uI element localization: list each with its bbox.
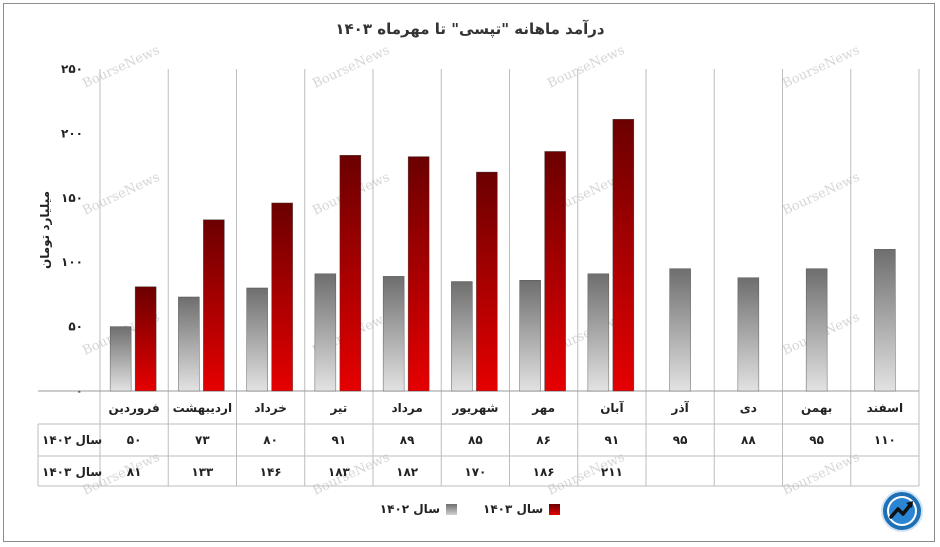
legend: سال ۱۴۰۳ سال ۱۴۰۲	[0, 502, 940, 516]
category-label: اسفند	[867, 401, 903, 415]
table-cell: ۸۸	[741, 433, 756, 447]
legend-label-1403: سال ۱۴۰۳	[483, 502, 544, 516]
legend-item-1403: سال ۱۴۰۳	[483, 502, 561, 516]
bar-1403	[407, 156, 430, 392]
bar-1402	[669, 268, 691, 392]
chart-title: درآمد ماهانه "تپسی" تا مهرماه ۱۴۰۳	[335, 20, 605, 38]
bar-1402	[587, 273, 610, 392]
legend-swatch-1402	[446, 503, 457, 515]
table-cell: ۱۸۲	[396, 465, 419, 479]
table-cell: ۷۳	[195, 433, 210, 447]
table-cell: ۵۰	[127, 433, 142, 447]
table-cell: ۱۴۶	[260, 465, 282, 479]
bar-1403	[544, 151, 566, 392]
category-label: مهر	[531, 401, 555, 415]
table-cell: ۱۳۳	[191, 465, 214, 479]
table-cell: ۹۵	[673, 433, 688, 447]
category-label: تیر	[329, 401, 347, 415]
table-cell: ۸۶	[536, 433, 551, 447]
bar-1402	[382, 276, 405, 392]
table-cell: ۸۱	[127, 465, 142, 479]
bar-1402	[109, 326, 132, 392]
bar-1402	[178, 296, 200, 392]
bar-1403	[612, 119, 635, 392]
bar-1403	[203, 219, 225, 392]
y-tick-label: ۲۵۰	[61, 62, 83, 76]
bar-1402	[737, 277, 760, 392]
watermark-text: BourseNews	[80, 43, 162, 92]
table-cell: ۸۵	[468, 433, 483, 447]
category-label: بهمن	[801, 401, 832, 415]
category-label: خرداد	[254, 401, 287, 415]
bar-1402	[451, 281, 473, 392]
table-cell: ۲۱۱	[601, 465, 623, 479]
trend-arrow-icon	[881, 490, 923, 532]
category-label: دی	[740, 401, 757, 415]
bar-1403	[271, 202, 293, 392]
watermark-text: BourseNews	[310, 450, 392, 499]
y-tick-label: ۱۵۰	[61, 191, 83, 205]
bar-1402	[314, 273, 337, 392]
watermark-text: BourseNews	[80, 170, 162, 219]
bar-1402	[805, 268, 828, 392]
table-cell: ۹۱	[605, 433, 620, 447]
table-cell: ۱۸۳	[328, 465, 351, 479]
y-tick-label: ۵۰	[68, 320, 83, 334]
watermark-text: BourseNews	[310, 43, 392, 92]
category-label: آبان	[600, 400, 624, 415]
watermark-text: BourseNews	[780, 450, 862, 499]
table-cell: ۸۰	[263, 433, 278, 447]
category-label: اردیبهشت	[173, 401, 232, 415]
bar-1403	[476, 171, 498, 392]
legend-item-1402: سال ۱۴۰۲	[380, 502, 457, 516]
bar-1402	[246, 287, 268, 392]
bar-1403	[339, 155, 362, 392]
table-cell: ۱۷۰	[464, 465, 486, 479]
watermark-text: BourseNews	[780, 170, 862, 219]
row-header: سال ۱۴۰۳	[42, 465, 102, 479]
category-label: مرداد	[391, 401, 422, 415]
category-label: شهریور	[451, 401, 498, 416]
table-cell: ۸۹	[400, 433, 415, 447]
category-label: فروردین	[109, 401, 160, 416]
table-cell: ۱۱۰	[874, 433, 896, 447]
y-tick-label: ۲۰۰	[61, 126, 83, 140]
chart-frame	[3, 3, 935, 542]
table-cell: ۱۸۶	[533, 465, 555, 479]
row-header: سال ۱۴۰۲	[42, 433, 102, 447]
watermark-text: BourseNews	[545, 43, 627, 92]
legend-swatch-1403	[549, 503, 561, 515]
category-label: آذر	[671, 400, 690, 415]
bar-1403	[134, 286, 157, 392]
bar-1402	[874, 249, 896, 392]
legend-label-1402: سال ۱۴۰۲	[379, 502, 440, 516]
bar-1402	[519, 280, 541, 392]
watermark-text: BourseNews	[780, 43, 862, 92]
table-cell: ۹۱	[332, 433, 347, 447]
table-cell: ۹۵	[809, 433, 824, 447]
y-tick-label: ۱۰۰	[61, 255, 83, 269]
